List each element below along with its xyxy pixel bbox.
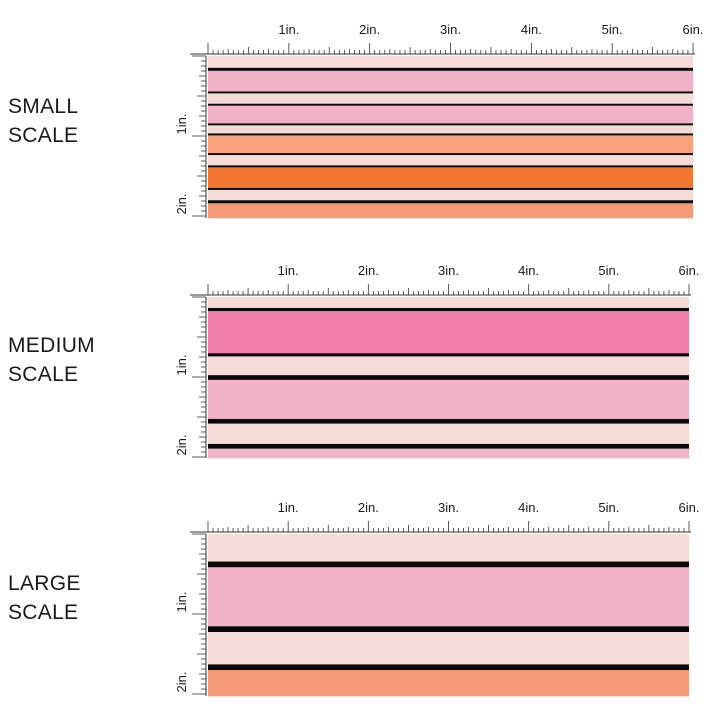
stripe-pale_pink: [208, 125, 693, 134]
stripe-light_pink: [208, 70, 693, 92]
top-ruler-label: 1in.: [278, 263, 299, 278]
medium-scale-label-line1: MEDIUM: [8, 334, 95, 357]
stripe-peach: [208, 135, 693, 154]
stripe-black: [208, 200, 693, 204]
small-scale-swatch: 1in. 2in. 3in. 4in. 5in. 6in. 1in. 2in.: [174, 22, 704, 219]
stripe-black: [208, 626, 689, 633]
top-ruler-label: 4in.: [521, 22, 542, 37]
stripe-salmon: [208, 670, 689, 697]
left-ruler-label: 1in.: [174, 355, 189, 376]
stripe-pale_pink: [208, 534, 689, 562]
stripe-salmon: [208, 203, 693, 219]
top-ruler-label: 3in.: [440, 22, 461, 37]
top-ruler-label: 2in.: [359, 22, 380, 37]
stripe-pale_pink: [208, 356, 689, 376]
stripe-light_pink: [208, 448, 689, 459]
top-ruler-label: 3in.: [438, 263, 459, 278]
stripe-pale_pink: [208, 297, 689, 309]
top-ruler-label: 3in.: [438, 500, 459, 515]
small-scale-panel: SMALL SCALE 1in. 2in. 3in. 4in. 5in. 6in. 1in.…: [0, 0, 720, 240]
top-ruler-label: 6in.: [679, 263, 700, 278]
stripe-black: [208, 67, 693, 72]
small-scale-label: SMALL SCALE: [8, 92, 78, 150]
large-scale-label-line2: SCALE: [8, 601, 79, 624]
top-ruler-label: 6in.: [679, 500, 700, 515]
stripe-light_pink: [208, 105, 693, 124]
top-ruler-label: 2in.: [358, 500, 379, 515]
stripe-black: [208, 375, 689, 381]
stripe-orange: [208, 167, 693, 189]
stripe-black: [208, 91, 693, 94]
stripe-black: [208, 133, 693, 136]
top-ruler-label: 4in.: [518, 263, 539, 278]
stripe-black: [208, 153, 693, 156]
stripe-black: [208, 353, 689, 357]
stripe-pale_pink: [208, 93, 693, 105]
left-ruler-label: 1in.: [174, 592, 189, 613]
stripe-pale_pink: [208, 632, 689, 665]
large-scale-label: LARGE SCALE: [8, 569, 81, 627]
stripe-black: [208, 561, 689, 568]
stripe-pale_pink: [208, 423, 689, 445]
left-ruler-label: 1in.: [174, 114, 189, 135]
stripe-black: [208, 443, 689, 449]
top-ruler-label: 5in.: [602, 22, 623, 37]
stripe-pale_pink: [208, 155, 693, 166]
stripe-pale_pink: [208, 189, 693, 201]
top-ruler-label: 1in.: [278, 22, 299, 37]
medium-scale-label-line2: SCALE: [8, 363, 79, 386]
stripe-black: [208, 307, 689, 312]
stripe-black: [208, 103, 693, 106]
small-scale-label-line1: SMALL: [8, 95, 79, 118]
top-ruler-label: 2in.: [358, 263, 379, 278]
stripe-black: [208, 418, 689, 424]
top-ruler-label: 5in.: [598, 500, 619, 515]
top-ruler-label: 4in.: [518, 500, 539, 515]
small-scale-label-line2: SCALE: [8, 124, 79, 147]
top-ruler-label: 5in.: [598, 263, 619, 278]
large-scale-label-line1: LARGE: [8, 572, 81, 595]
top-ruler-label: 6in.: [683, 22, 704, 37]
stripe-hot_pink: [208, 311, 689, 354]
stripe-black: [208, 123, 693, 126]
left-ruler-label: 2in.: [174, 435, 189, 456]
top-ruler-label: 1in.: [278, 500, 299, 515]
stripe-black: [208, 664, 689, 671]
stripe-black: [208, 187, 693, 191]
stripe-light_pink: [208, 567, 689, 627]
medium-scale-label: MEDIUM SCALE: [8, 331, 95, 389]
left-ruler-label: 2in.: [174, 672, 189, 693]
stripe-pale_pink: [208, 56, 693, 69]
left-ruler-label: 2in.: [174, 194, 189, 215]
stripe-black: [208, 165, 693, 168]
stripe-light_pink: [208, 379, 689, 420]
